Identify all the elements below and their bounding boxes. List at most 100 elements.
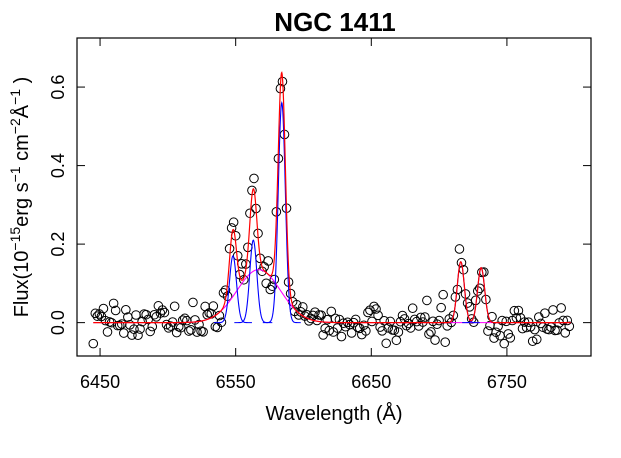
x-tick-label: 6450 [80, 372, 120, 392]
data-point [373, 310, 383, 321]
data-point [483, 326, 493, 336]
data-point [147, 321, 158, 332]
y-tick-label: 0.6 [48, 75, 68, 100]
y-label-exp4: −1 [7, 89, 23, 105]
data-point [377, 326, 387, 336]
plot-frame [76, 37, 592, 357]
gaussian-component-line [213, 255, 252, 324]
data-point [531, 334, 542, 345]
data-point [548, 305, 558, 315]
data-point [359, 320, 369, 331]
data-point [558, 315, 569, 326]
y-label-exp3: −2 [7, 118, 23, 134]
data-point [379, 315, 389, 326]
data-point [501, 316, 512, 327]
data-point [149, 309, 160, 320]
data-point [316, 310, 326, 321]
y-label-mid1: erg s [11, 182, 33, 226]
data-point [336, 331, 347, 342]
data-point [556, 303, 566, 313]
data-point [505, 333, 516, 343]
data-point [438, 289, 448, 300]
data-point [456, 257, 467, 268]
data-point [369, 301, 379, 312]
data-point [110, 305, 121, 316]
x-tick-label: 6650 [351, 372, 391, 392]
data-point [200, 301, 210, 312]
data-point [228, 217, 239, 228]
fit-lines [93, 71, 571, 324]
data-point [220, 285, 231, 295]
data-point [381, 338, 392, 349]
data-point [420, 312, 430, 322]
y-label-exp2: −1 [7, 166, 23, 182]
data-point [263, 256, 274, 266]
data-point [562, 315, 573, 326]
data-point [424, 329, 434, 339]
data-point [513, 305, 524, 316]
data-point [560, 328, 571, 338]
data-point [186, 325, 196, 335]
data-points [88, 76, 575, 349]
data-point [100, 315, 111, 326]
data-point [493, 321, 503, 332]
data-point [564, 321, 575, 332]
data-point [177, 315, 188, 325]
data-point [416, 312, 426, 323]
data-point [188, 297, 198, 308]
data-point [269, 274, 280, 285]
chart-title: NGC 1411 [274, 7, 395, 37]
data-point [499, 338, 510, 349]
gaussian-component-line [262, 101, 301, 324]
data-point [407, 303, 418, 314]
data-point [464, 302, 475, 312]
tick-marks [77, 38, 591, 356]
data-point [108, 298, 119, 309]
data-point [249, 173, 259, 184]
data-point [169, 301, 180, 312]
data-point [194, 319, 204, 330]
data-point [88, 338, 99, 349]
data-point [208, 301, 219, 311]
data-point [267, 281, 278, 291]
data-point [198, 327, 208, 337]
data-point [92, 311, 103, 321]
data-point [118, 328, 129, 338]
data-point [298, 302, 308, 312]
data-point [346, 328, 357, 338]
data-point [391, 335, 402, 346]
data-point [430, 335, 440, 345]
data-point [157, 305, 168, 315]
y-tick-label: 0.0 [48, 310, 68, 335]
data-point [487, 311, 497, 322]
data-point [426, 327, 436, 337]
data-point [448, 310, 459, 321]
data-point [114, 320, 125, 331]
total-fit-line [93, 71, 571, 324]
data-point [90, 308, 101, 319]
data-point [180, 313, 190, 324]
data-point [155, 308, 166, 318]
data-point [422, 295, 432, 306]
data-point [497, 315, 507, 326]
data-point [326, 306, 337, 317]
data-point [474, 283, 485, 294]
data-point [121, 305, 131, 315]
data-point [192, 327, 202, 337]
data-point [159, 307, 170, 318]
y-label-exp1: −15 [7, 227, 23, 251]
data-point [509, 305, 520, 316]
data-point [98, 303, 109, 314]
data-point [137, 316, 147, 327]
data-point [434, 315, 444, 326]
y-label-prefix: Flux(10 [11, 251, 33, 318]
y-label-mid2: cm [11, 134, 33, 166]
tick-labels: 6450 6550 6650 6750 0.0 0.2 0.4 0.6 [48, 75, 527, 392]
data-point [102, 327, 113, 337]
data-point [239, 274, 249, 285]
data-point [175, 322, 186, 333]
data-point [361, 326, 371, 336]
data-point [440, 337, 451, 347]
